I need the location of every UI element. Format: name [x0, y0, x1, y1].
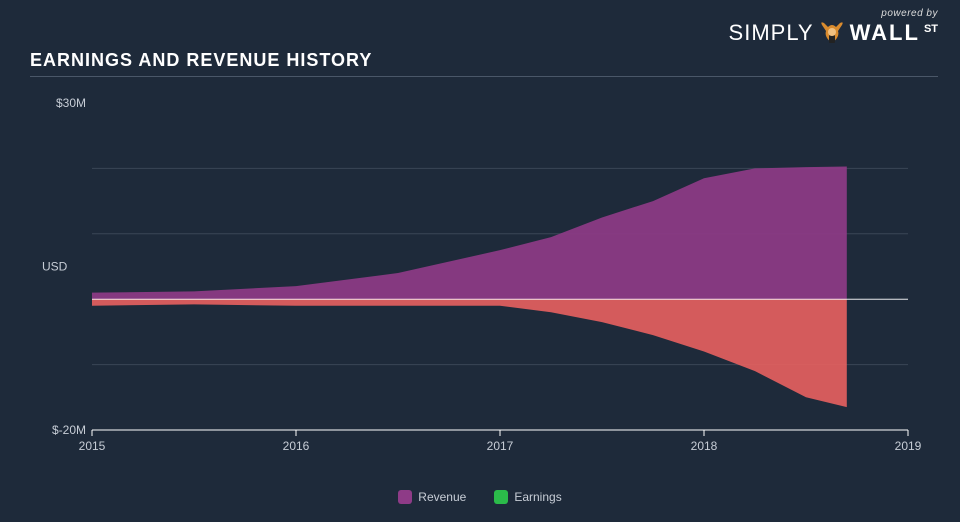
svg-text:2018: 2018	[691, 439, 718, 453]
legend-swatch-revenue	[398, 490, 412, 504]
title-underline	[30, 76, 938, 77]
brand-st-text: ST	[924, 23, 938, 35]
svg-text:$30M: $30M	[56, 96, 86, 110]
brand-simply-text: SIMPLY	[729, 20, 814, 46]
area-chart: $30M $-20M USD 2015 2016 2017 2018 2019	[30, 90, 938, 472]
bull-icon	[818, 19, 846, 47]
chart-title: EARNINGS AND REVENUE HISTORY	[30, 50, 372, 71]
legend-label-earnings: Earnings	[514, 490, 561, 504]
svg-text:2019: 2019	[895, 439, 922, 453]
brand-wall-text: WALL	[850, 20, 920, 46]
legend-swatch-earnings	[494, 490, 508, 504]
brand-powered-text: powered by	[729, 8, 938, 19]
chart-container: $30M $-20M USD 2015 2016 2017 2018 2019	[30, 90, 938, 472]
legend: Revenue Earnings	[0, 490, 960, 504]
brand-logo: SIMPLY WALL ST	[729, 19, 938, 47]
brand-block: powered by SIMPLY WALL ST	[729, 8, 938, 47]
svg-text:2017: 2017	[487, 439, 514, 453]
svg-text:USD: USD	[42, 260, 68, 274]
legend-item-earnings: Earnings	[494, 490, 561, 504]
legend-label-revenue: Revenue	[418, 490, 466, 504]
svg-text:$-20M: $-20M	[52, 423, 86, 437]
legend-item-revenue: Revenue	[398, 490, 466, 504]
svg-text:2015: 2015	[79, 439, 106, 453]
svg-text:2016: 2016	[283, 439, 310, 453]
